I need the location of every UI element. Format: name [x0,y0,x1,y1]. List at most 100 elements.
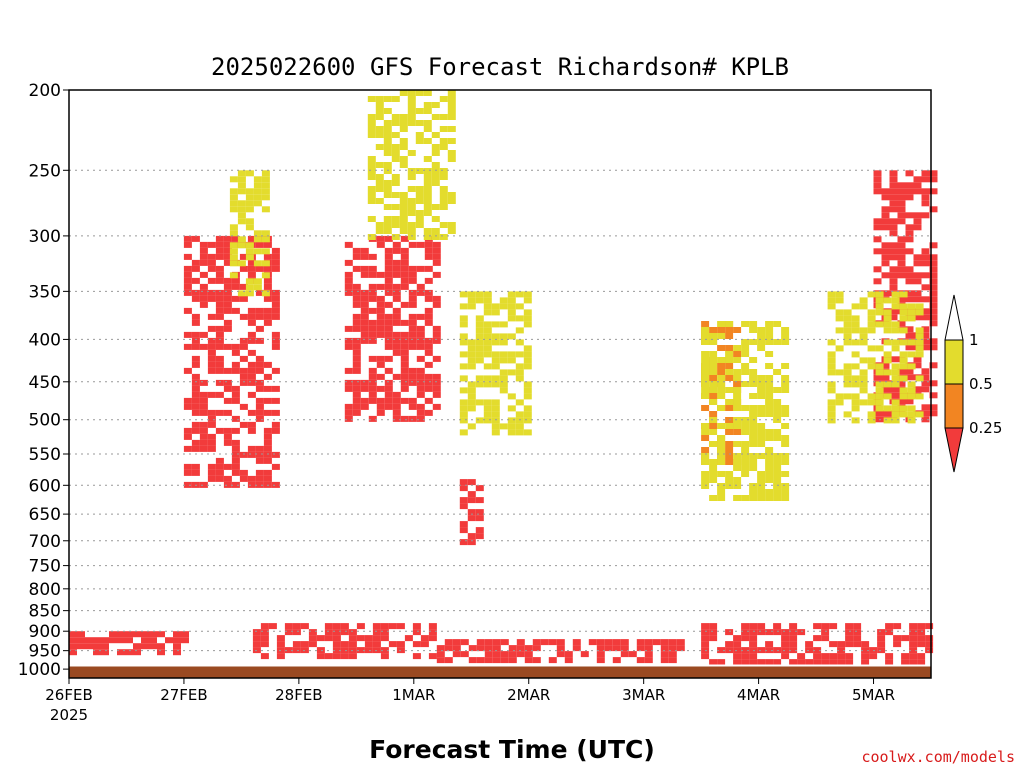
heatmap-cell [261,290,270,297]
heatmap-cell [475,497,484,504]
heatmap-cell [881,272,890,279]
heatmap-cell [885,653,894,660]
heatmap-cell [725,429,734,435]
heatmap-cell [459,405,468,412]
heatmap-cell [499,333,508,340]
heatmap-cell [891,339,900,346]
heatmap-cell [255,337,264,344]
heatmap-cell [749,381,758,387]
heatmap-cell [483,405,492,412]
heatmap-cell [261,272,270,279]
heatmap-cell [376,373,385,380]
heatmap-cell [709,477,718,483]
heatmap-cell [757,495,766,501]
heatmap-cell [773,477,782,483]
heatmap-cell [835,297,844,304]
heatmap-cell [263,313,272,320]
heatmap-cell [199,439,208,446]
heatmap-cell [215,331,224,338]
heatmap-cell [383,144,392,150]
heatmap-cell [260,635,269,642]
heatmap-cell [344,259,353,266]
heatmap-cell [271,253,280,260]
heatmap-cell [439,186,448,192]
heatmap-cell [891,321,900,328]
heatmap-cell [701,435,710,441]
heatmap-cell [709,357,718,363]
heatmap-cell [701,447,710,453]
heatmap-cell [383,204,392,210]
heatmap-cell [813,653,822,660]
heatmap-cell [392,397,401,404]
heatmap-cell [725,357,734,363]
heatmap-cell [925,635,934,642]
heatmap-cell [829,623,838,630]
heatmap-cell [255,325,264,332]
heatmap-cell [416,391,425,398]
heatmap-cell [383,150,392,156]
heatmap-cell [701,429,710,435]
heatmap-cell [271,307,280,314]
heatmap-cell [725,375,734,381]
heatmap-cell [271,409,280,416]
heatmap-cell [223,307,232,314]
heatmap-cell [523,357,532,364]
heatmap-cell [229,194,238,201]
heatmap-cell [207,253,216,260]
heatmap-cell [757,327,766,333]
heatmap-cell [432,325,441,332]
heatmap-cell [237,290,246,297]
heatmap-cell [207,361,216,368]
heatmap-cell [765,399,774,405]
heatmap-cell [725,369,734,375]
heatmap-cell [452,639,461,646]
heatmap-cell [749,495,758,501]
heatmap-cell [891,291,900,298]
heatmap-cell [921,194,930,201]
heatmap-cell [491,423,500,430]
heatmap-cell [263,319,272,326]
heatmap-cell [207,391,216,398]
heatmap-cell [773,369,782,375]
heatmap-cell [827,363,836,370]
heatmap-cell [399,192,408,198]
y-tick-label-550: 550 [29,445,61,465]
heatmap-cell [231,343,240,350]
heatmap-cell [183,283,192,290]
heatmap-cell [475,527,484,534]
heatmap-cell [905,182,914,189]
heatmap-cell [893,623,902,630]
heatmap-cell [483,351,492,358]
heatmap-cell [392,343,401,350]
heatmap-cell [596,651,605,658]
heatmap-cell [396,647,405,654]
heatmap-cell [899,411,908,418]
heatmap-cell [725,459,734,465]
heatmap-cell [483,411,492,418]
heatmap-cell [344,337,353,344]
y-tick-label-250: 250 [29,161,61,181]
heatmap-cell [252,629,261,636]
heatmap-cell [733,381,742,387]
heatmap-cell [636,657,645,664]
heatmap-cell [781,363,790,369]
heatmap-cell [245,206,254,213]
heatmap-cell [717,357,726,363]
heatmap-cell [491,309,500,316]
heatmap-cell [899,387,908,394]
heatmap-cell [375,180,384,186]
heatmap-cell [447,108,456,114]
heatmap-cell [447,150,456,156]
heatmap-cell [432,331,441,338]
heatmap-cell [491,363,500,370]
heatmap-cell [207,439,216,446]
heatmap-cell [260,629,269,636]
heatmap-cell [475,351,484,358]
heatmap-cell [384,235,393,242]
heatmap-cell [837,641,846,648]
x-tick-label-4: 2MAR [507,686,550,704]
heatmap-cell [352,385,361,392]
heatmap-cell [444,657,453,664]
heatmap-cell [749,429,758,435]
heatmap-cell [899,315,908,322]
